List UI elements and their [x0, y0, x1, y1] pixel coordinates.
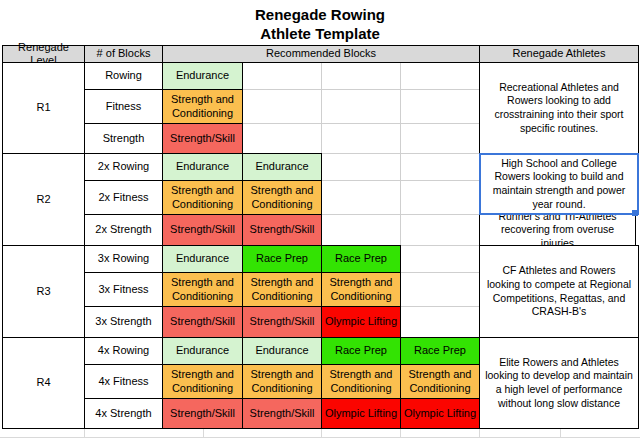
- empty-cell[interactable]: [400, 214, 480, 246]
- block-type-cell[interactable]: 3x Strength: [84, 306, 163, 338]
- block-cell[interactable]: Race Prep: [400, 337, 480, 365]
- empty-cell[interactable]: [400, 245, 480, 273]
- athletes-cell[interactable]: Recreational Athletes and Rowers looking…: [479, 62, 639, 154]
- block-cell[interactable]: Endurance: [242, 153, 322, 181]
- empty-cell[interactable]: [321, 89, 401, 124]
- header-recommended-blocks[interactable]: Recommended Blocks: [162, 45, 480, 63]
- block-type-cell[interactable]: Fitness: [84, 89, 163, 124]
- header-renegade-level[interactable]: Renegade Level: [2, 45, 85, 63]
- block-cell[interactable]: Strength and Conditioning: [321, 364, 401, 399]
- block-cell[interactable]: Strength and Conditioning: [242, 180, 322, 215]
- empty-cell[interactable]: [321, 214, 401, 246]
- block-type-cell[interactable]: Rowing: [84, 62, 163, 90]
- empty-cell[interactable]: [242, 62, 322, 90]
- block-cell[interactable]: Endurance: [162, 62, 243, 90]
- block-cell[interactable]: Strength and Conditioning: [400, 364, 480, 399]
- block-cell[interactable]: Race Prep: [321, 245, 401, 273]
- header-renegade-athletes[interactable]: Renegade Athletes: [479, 45, 639, 63]
- athletes-cell[interactable]: Runner's and Tri-Athletes recovering fro…: [479, 214, 636, 246]
- athletes-cell-selected[interactable]: High School and College Rowers looking t…: [479, 153, 639, 215]
- empty-cell[interactable]: [400, 306, 480, 338]
- empty-cell[interactable]: [400, 123, 480, 154]
- block-cell[interactable]: Race Prep: [242, 245, 322, 273]
- title-line-2: Athlete Template: [0, 24, 640, 43]
- block-cell[interactable]: Strength/Skill: [162, 123, 243, 154]
- block-cell[interactable]: Olympic Lifting: [321, 398, 401, 429]
- block-cell[interactable]: Endurance: [162, 153, 243, 181]
- empty-cell[interactable]: [400, 180, 480, 215]
- block-cell[interactable]: Olympic Lifting: [321, 306, 401, 338]
- empty-cell[interactable]: [242, 123, 322, 154]
- block-cell[interactable]: Strength/Skill: [162, 214, 243, 246]
- block-cell[interactable]: Endurance: [162, 337, 243, 365]
- empty-cell[interactable]: [400, 89, 480, 124]
- athletes-cell[interactable]: Elite Rowers and Athletes looking to dev…: [479, 337, 639, 429]
- block-cell[interactable]: Endurance: [242, 337, 322, 365]
- empty-cell[interactable]: [400, 62, 480, 90]
- block-cell[interactable]: Strength/Skill: [242, 306, 322, 338]
- block-type-cell[interactable]: 2x Fitness: [84, 180, 163, 215]
- level-cell[interactable]: R2: [2, 153, 85, 246]
- block-type-cell[interactable]: 3x Fitness: [84, 272, 163, 307]
- title-line-1: Renegade Rowing: [0, 5, 640, 24]
- spreadsheet: Renegade Rowing Athlete Template Renegad…: [0, 0, 640, 438]
- block-cell[interactable]: Strength and Conditioning: [162, 180, 243, 215]
- block-type-cell[interactable]: 2x Rowing: [84, 153, 163, 181]
- block-type-cell[interactable]: 4x Rowing: [84, 337, 163, 365]
- block-cell[interactable]: Strength and Conditioning: [242, 364, 322, 399]
- empty-cell[interactable]: [242, 89, 322, 124]
- block-cell[interactable]: Strength and Conditioning: [162, 364, 243, 399]
- level-cell[interactable]: R1: [2, 62, 85, 154]
- block-type-cell[interactable]: 2x Strength: [84, 214, 163, 246]
- level-cell[interactable]: R3: [2, 245, 85, 338]
- block-type-cell[interactable]: 4x Fitness: [84, 364, 163, 399]
- block-cell[interactable]: Strength and Conditioning: [162, 272, 243, 307]
- level-cell[interactable]: R4: [2, 337, 85, 429]
- empty-cell[interactable]: [321, 180, 401, 215]
- page-title: Renegade Rowing Athlete Template: [0, 5, 640, 43]
- block-type-cell[interactable]: Strength: [84, 123, 163, 154]
- block-cell[interactable]: Strength/Skill: [242, 398, 322, 429]
- block-cell[interactable]: Race Prep: [321, 337, 401, 365]
- block-cell[interactable]: Strength and Conditioning: [242, 272, 322, 307]
- block-cell[interactable]: Strength/Skill: [242, 214, 322, 246]
- selection-handle[interactable]: [632, 210, 638, 216]
- empty-cell[interactable]: [321, 62, 401, 90]
- block-type-cell[interactable]: 3x Rowing: [84, 245, 163, 273]
- athletes-cell[interactable]: CF Athletes and Rowers looking to compet…: [479, 245, 639, 338]
- header-num-blocks[interactable]: # of Blocks: [84, 45, 163, 63]
- empty-cell[interactable]: [400, 272, 480, 307]
- block-cell[interactable]: Strength and Conditioning: [162, 89, 243, 124]
- block-cell[interactable]: Strength and Conditioning: [321, 272, 401, 307]
- block-cell[interactable]: Olympic Lifting: [400, 398, 480, 429]
- block-cell[interactable]: Strength/Skill: [162, 398, 243, 429]
- block-cell[interactable]: Endurance: [162, 245, 243, 273]
- block-type-cell[interactable]: 4x Strength: [84, 398, 163, 429]
- block-cell[interactable]: Strength/Skill: [162, 306, 243, 338]
- empty-cell[interactable]: [400, 153, 480, 181]
- empty-cell[interactable]: [321, 123, 401, 154]
- empty-cell[interactable]: [321, 153, 401, 181]
